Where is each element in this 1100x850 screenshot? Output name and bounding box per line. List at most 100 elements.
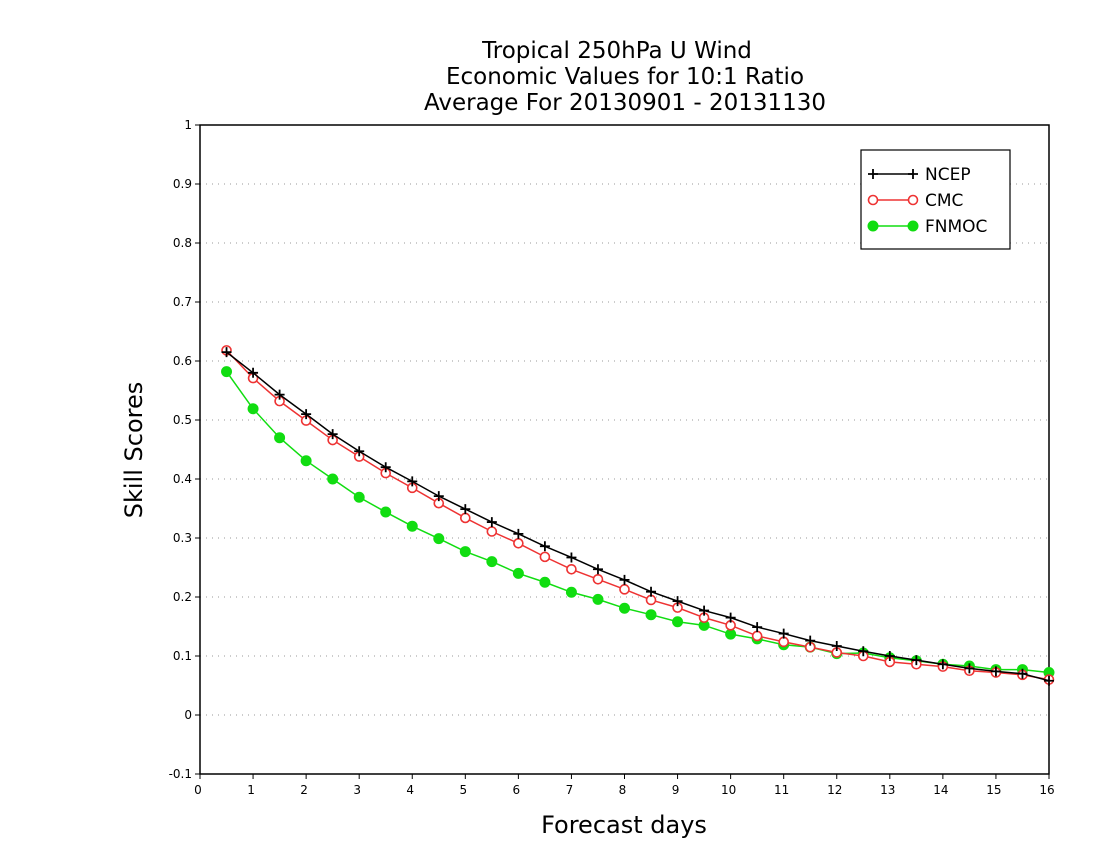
series-line-cmc	[225, 349, 1050, 681]
y-tick-label: 0.3	[173, 531, 192, 545]
point-cmc	[751, 630, 763, 642]
point-fnmoc	[459, 546, 471, 558]
y-tick-label: 0.4	[173, 472, 192, 486]
x-tick-label: 1	[247, 783, 255, 797]
point-ncep	[672, 596, 683, 607]
x-tick-label: 15	[986, 783, 1001, 797]
y-tick-label: 0.6	[173, 354, 192, 368]
point-fnmoc	[300, 455, 312, 467]
point-ncep	[990, 666, 1001, 677]
point-cmc	[645, 594, 657, 606]
axis-ticks: -0.100.10.20.30.40.50.60.70.80.910 1 2 3 4 5 6…	[169, 118, 1055, 797]
point-fnmoc	[725, 628, 737, 640]
point-fnmoc	[247, 403, 259, 415]
point-ncep	[884, 651, 895, 661]
point-ncep	[778, 628, 789, 639]
legend-marker-ncep	[908, 169, 918, 179]
point-ncep	[1017, 668, 1028, 679]
chart-title: Tropical 250hPa U Wind Economic Values f…	[424, 38, 826, 116]
x-tick-label: 12	[827, 783, 842, 797]
point-ncep	[539, 541, 550, 552]
legend-marker-cmc	[867, 194, 879, 206]
point-cmc	[778, 636, 789, 648]
point-ncep	[513, 528, 524, 539]
title-line-2: Economic Values for 10:1 Ratio	[446, 64, 804, 90]
x-tick-label: 11	[774, 783, 789, 797]
x-tick-label: 5	[459, 783, 467, 797]
y-tick-label: 0.7	[173, 295, 192, 309]
point-ncep	[274, 389, 285, 400]
point-ncep	[301, 409, 312, 420]
point-ncep	[592, 564, 603, 575]
point-fnmoc	[274, 432, 286, 444]
point-ncep	[327, 429, 338, 440]
point-fnmoc	[433, 533, 445, 545]
series-line-fnmoc	[225, 371, 1050, 674]
point-cmc	[592, 573, 604, 585]
point-ncep	[221, 347, 232, 358]
y-tick-label: 0.2	[173, 590, 192, 604]
point-cmc	[539, 551, 551, 563]
point-ncep	[911, 655, 922, 666]
point-ncep	[699, 605, 710, 616]
point-fnmoc	[221, 366, 233, 378]
point-ncep	[354, 446, 365, 457]
series-layer	[221, 345, 1055, 686]
point-fnmoc	[645, 609, 657, 621]
point-fnmoc	[512, 567, 524, 579]
x-axis-label: Forecast days	[541, 811, 707, 839]
y-tick-label: 0.8	[173, 236, 192, 250]
legend-marker-ncep	[868, 169, 878, 179]
point-fnmoc	[406, 520, 418, 532]
point-fnmoc	[486, 556, 498, 568]
point-ncep	[831, 640, 842, 651]
y-tick-label: 0.1	[173, 649, 192, 663]
point-fnmoc	[327, 473, 339, 485]
point-ncep	[248, 367, 259, 378]
x-tick-label: 3	[353, 783, 361, 797]
y-tick-label: 0.5	[173, 413, 192, 427]
legend-marker-cmc	[907, 194, 919, 206]
point-ncep	[433, 491, 444, 502]
point-ncep	[566, 552, 577, 563]
legend-label-fnmoc: FNMOC	[925, 217, 987, 237]
point-fnmoc	[672, 616, 684, 628]
point-ncep	[858, 646, 869, 657]
legend-marker-fnmoc	[867, 220, 879, 232]
y-axis-label: Skill Scores	[120, 382, 148, 519]
x-tick-label: 13	[880, 783, 895, 797]
x-tick-label: 6	[513, 783, 521, 797]
point-ncep	[380, 462, 391, 473]
x-tick-label: 7	[566, 783, 574, 797]
point-fnmoc	[592, 593, 604, 605]
x-tick-label: 2	[300, 783, 308, 797]
point-fnmoc	[565, 586, 577, 598]
point-fnmoc	[353, 491, 365, 503]
point-ncep	[937, 659, 948, 670]
point-cmc	[486, 526, 498, 537]
point-fnmoc	[619, 602, 630, 614]
x-tick-label: 0	[194, 783, 202, 797]
x-tick-label: 14	[933, 783, 948, 797]
title-line-3: Average For 20130901 - 20131130	[424, 90, 826, 116]
point-ncep	[1044, 675, 1054, 686]
point-ncep	[407, 476, 418, 487]
legend-marker-fnmoc	[907, 220, 919, 232]
point-fnmoc	[380, 506, 392, 518]
point-ncep	[460, 504, 471, 515]
legend-label-cmc: CMC	[925, 191, 963, 211]
x-tick-label: 9	[672, 783, 680, 797]
series-fnmoc	[221, 366, 1055, 679]
title-line-1: Tropical 250hPa U Wind	[481, 38, 752, 64]
point-cmc	[619, 584, 630, 595]
point-cmc	[566, 563, 577, 575]
x-tick-label: 10	[721, 783, 736, 797]
y-tick-label: 1	[184, 118, 192, 132]
gridlines	[200, 183, 1049, 716]
point-ncep	[752, 622, 763, 633]
x-tick-label: 8	[619, 783, 627, 797]
legend: NCEP CMC FNMOC	[860, 149, 1011, 250]
point-cmc	[513, 538, 524, 549]
point-ncep	[646, 586, 657, 597]
